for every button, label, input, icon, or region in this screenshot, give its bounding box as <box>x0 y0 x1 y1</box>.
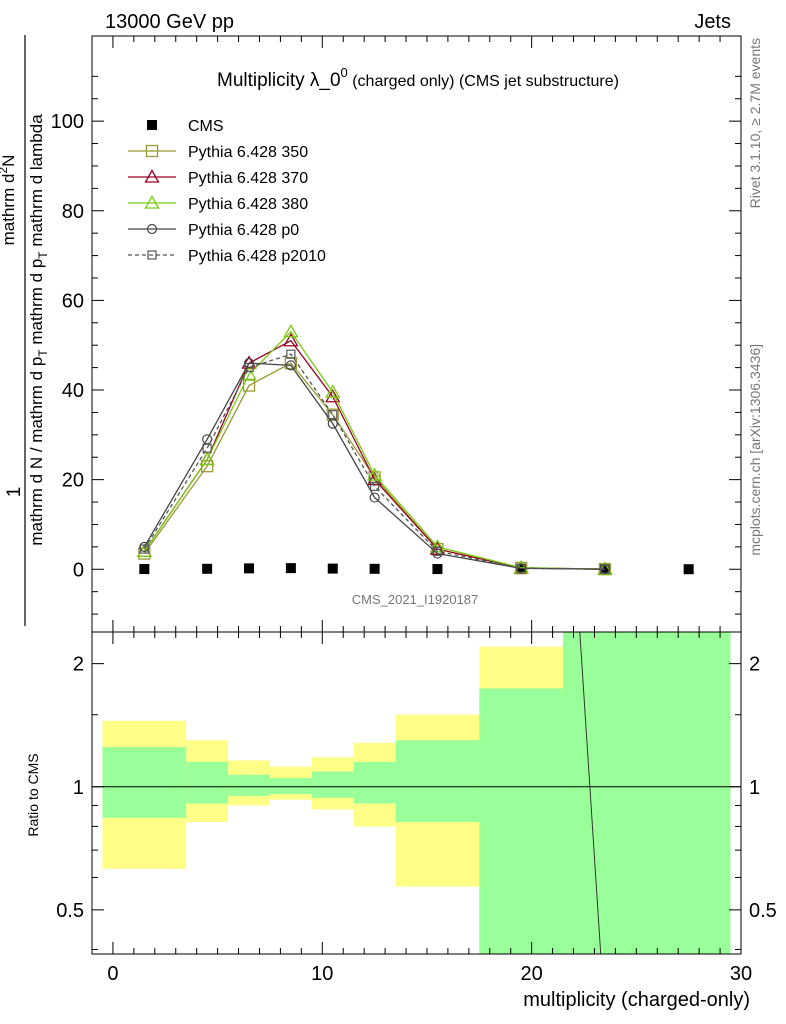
series-5-point-5 <box>370 481 380 491</box>
rivet-version-label: Rivet 3.1.10, ≥ 2.7M events <box>747 38 763 208</box>
main-ytick-label-5: 100 <box>51 111 84 133</box>
legend-marker-3 <box>144 195 160 209</box>
ratio-ytick-label-0: 0.5 <box>56 900 84 922</box>
ratio-ytick-label-right-0: 0.5 <box>749 900 777 922</box>
series-0-point-4 <box>327 563 338 574</box>
xlabel: multiplicity (charged-only) <box>523 989 750 1011</box>
series-5-point-1 <box>202 443 212 453</box>
ratio-ytick-label-2: 2 <box>73 654 84 676</box>
series-1-point-1 <box>200 460 214 473</box>
header-category: Jets <box>694 11 731 33</box>
series-0-point-0 <box>139 564 150 575</box>
series-5-point-2 <box>244 363 254 373</box>
ratio-ytick-label-right-2: 2 <box>749 654 760 676</box>
series-3-point-5 <box>367 467 383 481</box>
legend-label-0: CMS <box>188 118 224 135</box>
series-line-3 <box>143 330 605 570</box>
xtick-label-2: 20 <box>521 963 543 985</box>
series-0-point-1 <box>202 563 213 574</box>
legend-label-3: Pythia 6.428 380 <box>188 196 308 213</box>
series-0-point-6 <box>432 564 443 575</box>
series-3-point-4 <box>325 384 341 398</box>
ratio-band-green-0 <box>102 747 187 818</box>
series-2-point-3 <box>283 332 299 347</box>
ratio-band-green-7 <box>479 688 564 954</box>
main-ytick-label-4: 80 <box>62 201 84 223</box>
main-marks <box>136 323 694 576</box>
ylabel-numerator-1: 1 <box>4 487 25 498</box>
series-1-point-4 <box>326 408 339 421</box>
ratio-band-green-6 <box>395 740 480 823</box>
series-5-point-7 <box>516 563 526 573</box>
legend-marker-0 <box>147 120 157 130</box>
legend-marker-5 <box>147 250 157 260</box>
ratio-marks <box>92 631 741 955</box>
ylabel-denominator: mathrm d N / mathrm d pT mathrm d pT mat… <box>27 114 50 546</box>
series-2-point-4 <box>325 388 341 403</box>
ratio-band-green-5 <box>353 761 396 804</box>
series-5-point-8 <box>600 564 610 574</box>
xtick-label-0: 0 <box>107 963 118 985</box>
ratio-ytick-label-1: 1 <box>73 777 84 799</box>
series-5-point-3 <box>286 349 296 359</box>
series-5-point-4 <box>328 410 338 420</box>
ratio-band-green-4 <box>311 771 354 798</box>
header-process: 13000 GeV pp <box>105 11 234 33</box>
ratio-band-green-3 <box>269 778 312 795</box>
legend-marker-4 <box>146 223 158 235</box>
series-0-point-5 <box>369 563 380 574</box>
ratio-mc-line <box>579 631 602 955</box>
legend-label-5: Pythia 6.428 p2010 <box>188 248 326 265</box>
series-3-point-3 <box>283 323 299 338</box>
series-0-point-8 <box>599 564 610 575</box>
ratio-band-green-8 <box>563 632 731 954</box>
xtick-label-1: 10 <box>311 963 333 985</box>
series-line-4 <box>143 362 605 570</box>
series-line-1 <box>143 362 605 570</box>
main-title: Multiplicity λ_00 (charged only) (CMS je… <box>217 65 619 91</box>
xtick-label-3: 30 <box>730 963 752 985</box>
series-3-point-2 <box>241 366 257 380</box>
series-5-point-6 <box>432 546 443 556</box>
main-panel: 0 20 40 60 80 100 Multiplicity λ_00 (charged … <box>51 35 742 633</box>
series-3-point-1 <box>199 451 215 466</box>
ratio-frame <box>91 631 742 955</box>
series-0-point-2 <box>244 563 255 574</box>
series-0-point-9 <box>683 564 694 575</box>
series-4-point-5 <box>369 492 380 503</box>
series-0-point-7 <box>516 564 527 575</box>
series-0-point-3 <box>285 563 296 574</box>
legend-marker-1 <box>145 144 159 158</box>
series-line-5 <box>143 353 605 570</box>
legend-label-4: Pythia 6.428 p0 <box>188 222 299 239</box>
main-ytick-label-3: 60 <box>62 290 84 312</box>
mcplots-credit-label: mcplots.cern.ch [arXiv:1306.3436] <box>747 344 763 556</box>
ylabel-numerator-2: mathrm d2N <box>0 155 18 246</box>
legend-label-2: Pythia 6.428 370 <box>188 170 308 187</box>
ratio-panel: 0.5 0.51 12 20 10 20 30 <box>56 631 777 985</box>
legend-label-1: Pythia 6.428 350 <box>188 144 308 161</box>
ratio-band-green-1 <box>186 761 229 804</box>
analysis-watermark: CMS_2021_I1920187 <box>352 592 479 607</box>
main-ytick-label-0: 0 <box>73 559 84 581</box>
series-4-point-3 <box>285 360 296 371</box>
main-ytick-label-2: 40 <box>62 380 84 402</box>
main-axis-ticks: 0 20 40 60 80 100 <box>51 36 742 632</box>
ratio-ytick-label-right-1: 1 <box>749 777 760 799</box>
main-ytick-label-1: 20 <box>62 470 84 492</box>
series-5-point-0 <box>139 544 149 554</box>
legend: CMS Pythia 6.428 350 Pythia 6.428 370 Pythi… <box>128 118 326 265</box>
ratio-band-green-2 <box>228 774 270 796</box>
main-ylabel: 1 mathrm d2N mathrm d N / mathrm d pT ma… <box>0 35 50 626</box>
ratio-ylabel: Ratio to CMS <box>25 753 41 836</box>
legend-marker-2 <box>144 169 160 183</box>
ratio-axis-ticks: 0.5 0.51 12 20 10 20 30 <box>56 632 777 985</box>
